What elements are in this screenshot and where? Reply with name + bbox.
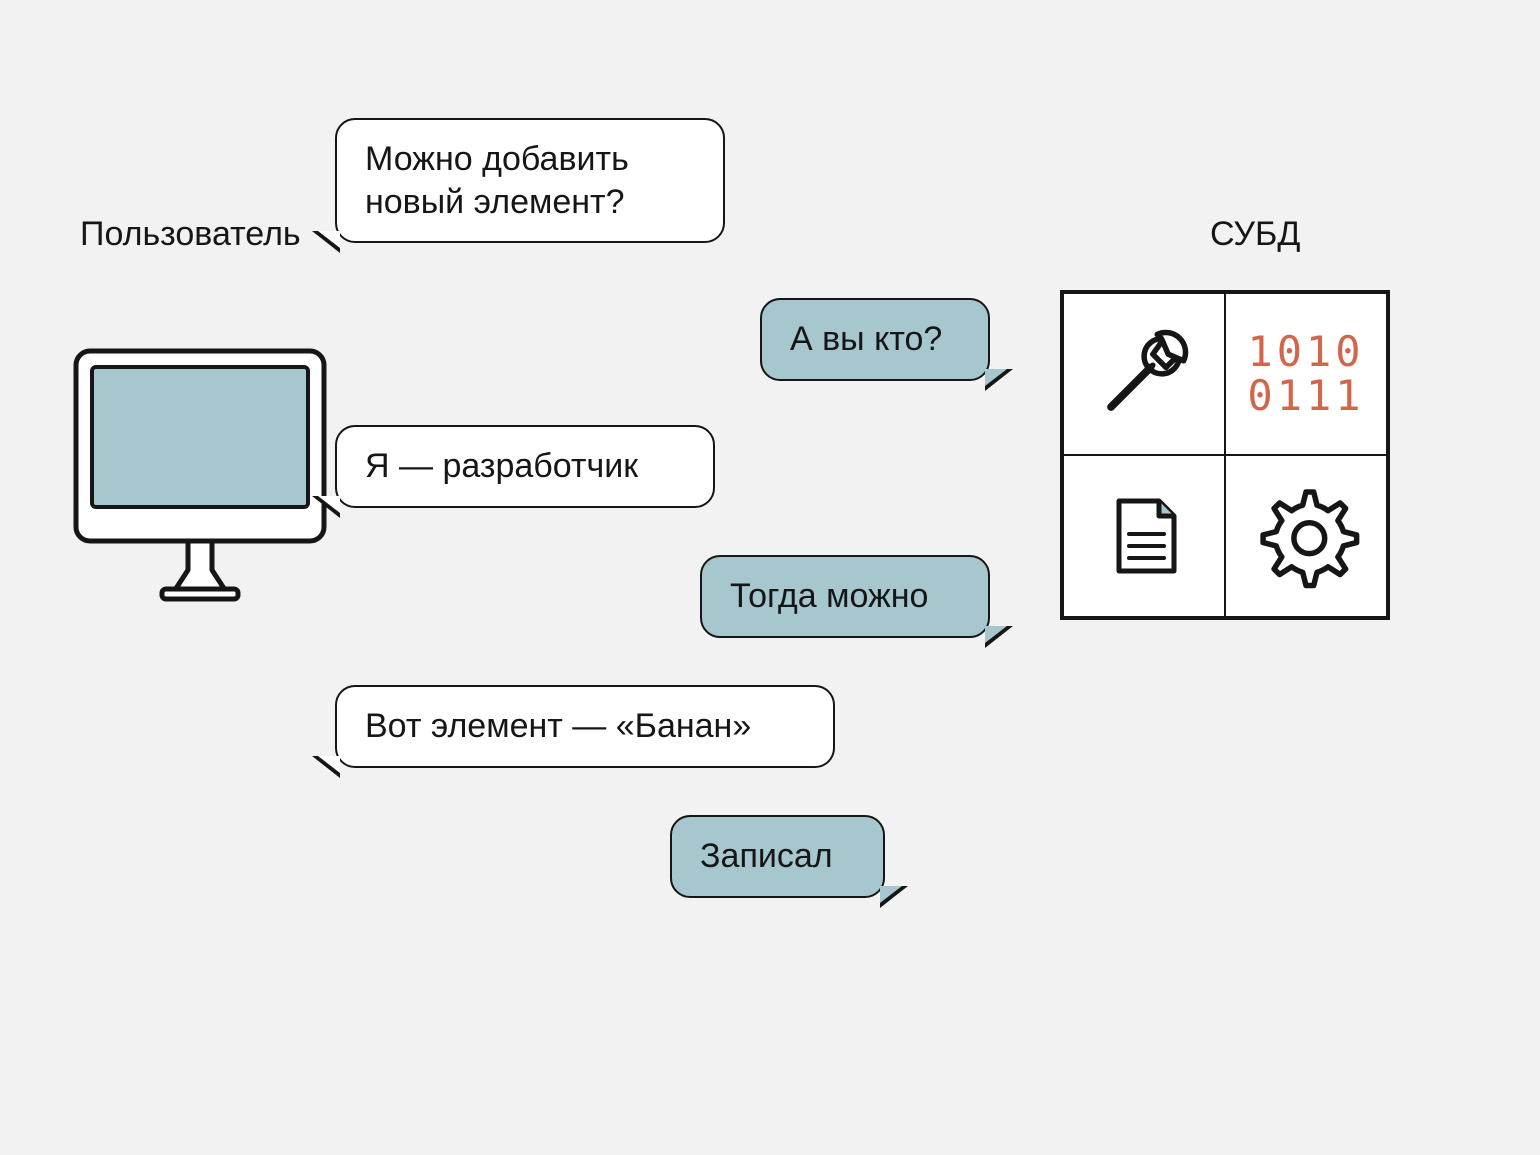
bubble-i-am-dev: Я — разработчик	[335, 425, 715, 508]
wrench-icon	[1089, 319, 1199, 429]
bubble-then-ok: Тогда можно	[700, 555, 990, 638]
gear-icon	[1251, 481, 1361, 591]
dbms-cell-wrench	[1063, 293, 1225, 455]
dbms-cell-binary: 1010 0111	[1225, 293, 1387, 455]
binary-text: 1010 0111	[1247, 330, 1364, 418]
dbms-label: СУБД	[1210, 215, 1300, 254]
user-label: Пользователь	[80, 215, 301, 254]
bubble-who-are-you: А вы кто?	[760, 298, 990, 381]
bubble-banana: Вот элемент — «Банан»	[335, 685, 835, 768]
bubble-saved: Записал	[670, 815, 885, 898]
dbms-grid: 1010 0111	[1060, 290, 1390, 620]
document-icon	[1094, 486, 1194, 586]
computer-monitor-icon	[70, 345, 330, 605]
dbms-cell-gear	[1225, 455, 1387, 617]
bubble-can-add: Можно добавить новый элемент?	[335, 118, 725, 243]
dbms-cell-document	[1063, 455, 1225, 617]
